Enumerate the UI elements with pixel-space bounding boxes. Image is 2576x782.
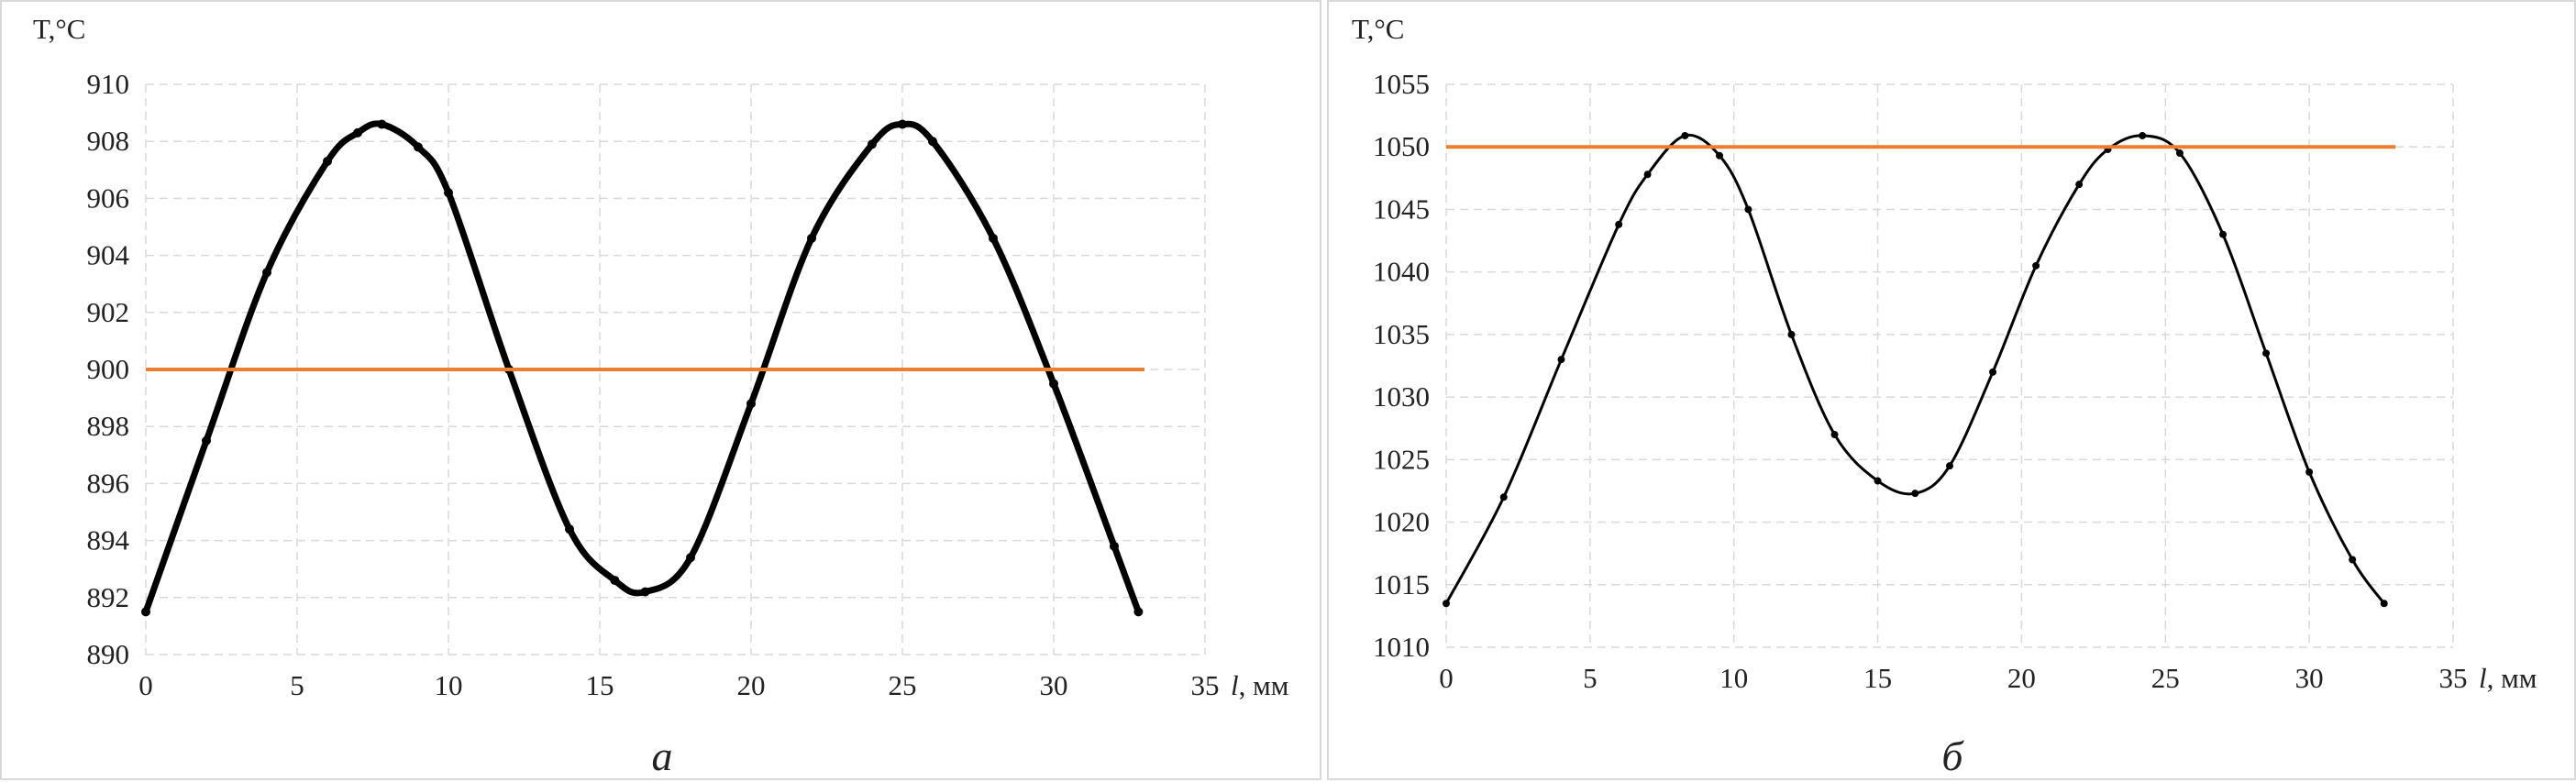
panel-caption-b: б <box>1941 732 1964 779</box>
x-tick-label: 10 <box>1719 662 1748 694</box>
x-tick-label: 0 <box>138 669 153 701</box>
y-tick-label: 910 <box>87 68 130 100</box>
x-tick-label: 30 <box>2295 662 2324 694</box>
data-point <box>414 142 423 152</box>
data-point <box>2175 149 2184 158</box>
x-tick-label: 20 <box>737 669 766 701</box>
y-tick-label: 1030 <box>1373 380 1430 413</box>
y-axis-label: T,°C <box>1352 13 1404 45</box>
y-tick-label: 904 <box>87 239 130 271</box>
y-tick-label: 894 <box>87 524 130 556</box>
x-tick-label: 10 <box>435 669 463 701</box>
x-tick-label: 5 <box>1583 662 1598 694</box>
y-tick-label: 898 <box>87 410 130 442</box>
y-tick-label: 1045 <box>1373 193 1430 225</box>
data-point <box>898 119 907 129</box>
x-tick-label: 15 <box>1863 662 1892 694</box>
data-point <box>989 233 998 243</box>
y-tick-label: 1035 <box>1373 318 1430 350</box>
data-point <box>807 233 816 243</box>
data-point <box>2305 468 2314 476</box>
y-tick-label: 1040 <box>1373 256 1430 288</box>
x-tick-label: 35 <box>2439 662 2468 694</box>
y-axis-label: T,°C <box>33 13 85 45</box>
y-tick-label: 1055 <box>1373 68 1430 100</box>
data-point <box>1643 171 1652 179</box>
data-point <box>377 119 387 129</box>
data-point <box>1946 462 1953 470</box>
data-point <box>1049 379 1058 389</box>
x-tick-label: 30 <box>1040 669 1068 701</box>
data-point <box>1989 368 1997 376</box>
x-axis-label-var: l <box>2479 662 2487 694</box>
y-tick-label: 902 <box>87 296 130 328</box>
y-tick-label: 1025 <box>1373 443 1430 475</box>
x-tick-label: 35 <box>1191 669 1220 701</box>
chart-panel-b: 1010 1015 1020 1025 1030 1035 1040 1045 1050 1055… <box>1327 0 2576 780</box>
data-point <box>262 268 271 278</box>
x-tick-label: 15 <box>586 669 614 701</box>
x-axis-label-unit: , мм <box>2487 662 2537 694</box>
panel-caption-a: а <box>652 732 673 779</box>
data-point <box>1716 151 1724 160</box>
chart-panel-a: 890 892 894 896 898 900 902 904 906 908 910 0 5 10 15 2… <box>0 0 1321 780</box>
y-tick-label: 906 <box>87 182 130 214</box>
data-point <box>2139 131 2147 139</box>
data-point <box>565 524 574 534</box>
y-tick-label: 1015 <box>1373 568 1430 600</box>
x-axis-label: l, мм <box>2479 662 2537 694</box>
y-tick-label: 1020 <box>1373 506 1430 538</box>
x-axis-label-unit: , мм <box>1239 669 1289 701</box>
data-point <box>2262 349 2271 358</box>
data-point <box>1911 490 1919 498</box>
y-tick-label: 892 <box>87 581 130 613</box>
data-point <box>2349 556 2357 564</box>
x-axis-label-var: l <box>1231 669 1239 701</box>
data-point <box>1830 431 1839 439</box>
y-tick-label: 896 <box>87 467 130 499</box>
data-point <box>610 576 620 586</box>
data-point <box>1133 607 1144 617</box>
data-point <box>1787 330 1796 338</box>
data-point <box>323 156 332 166</box>
data-point <box>1874 477 1882 485</box>
x-tick-label: 25 <box>2151 662 2180 694</box>
chart-svg-b: 1010101510201025103010351040104510501055… <box>1352 13 2537 779</box>
data-point <box>640 587 650 597</box>
data-point <box>1557 356 1565 364</box>
y-tick-label: 1010 <box>1373 631 1430 663</box>
data-point <box>746 399 756 409</box>
data-point <box>2075 181 2084 189</box>
data-point <box>686 553 695 563</box>
x-tick-label: 5 <box>290 669 304 701</box>
y-tick-label: 1050 <box>1373 130 1430 162</box>
data-point <box>353 127 362 138</box>
data-point <box>1110 541 1119 551</box>
data-point <box>444 188 453 198</box>
x-tick-label: 20 <box>2007 662 2036 694</box>
x-tick-label: 25 <box>889 669 917 701</box>
data-point <box>2032 261 2040 270</box>
y-tick-label: 890 <box>87 638 130 670</box>
data-point <box>1499 493 1508 501</box>
data-point <box>141 607 150 617</box>
y-tick-label: 900 <box>87 353 130 385</box>
data-point <box>2380 600 2388 608</box>
data-point <box>1615 220 1623 228</box>
chart-svg-a: 890 892 894 896 898 900 902 904 906 908 910 0 5 10 15 2… <box>33 13 1288 779</box>
data-point <box>1443 600 1450 608</box>
x-tick-label: 0 <box>1439 662 1454 694</box>
y-tick-label: 908 <box>87 125 130 157</box>
data-point <box>1681 131 1689 139</box>
data-point <box>202 435 211 446</box>
temperature-curve-b <box>1444 133 2385 605</box>
data-point <box>2219 230 2228 238</box>
data-point <box>1744 205 1752 214</box>
data-point <box>868 139 877 149</box>
x-axis-label: l, мм <box>1231 669 1288 701</box>
data-point <box>928 137 937 147</box>
